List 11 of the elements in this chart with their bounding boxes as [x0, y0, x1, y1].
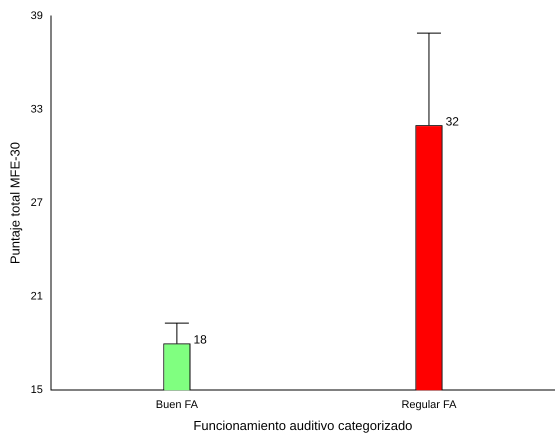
y-tick-label: 21	[30, 290, 43, 303]
data-label: 32	[446, 114, 460, 128]
x-tick-label: Buen FA	[156, 398, 199, 411]
y-tick-label: 39	[30, 10, 43, 22]
y-axis-title: Puntaje total MFE-30	[7, 142, 22, 264]
x-axis-title: Funcionamiento auditivo categorizado	[193, 418, 412, 433]
data-label: 18	[193, 332, 208, 347]
x-tick-label: Regular FA	[401, 398, 458, 411]
y-tick-label: 27	[30, 197, 43, 210]
y-tick-label: 15	[30, 384, 43, 396]
y-tick-label: 33	[30, 104, 43, 116]
